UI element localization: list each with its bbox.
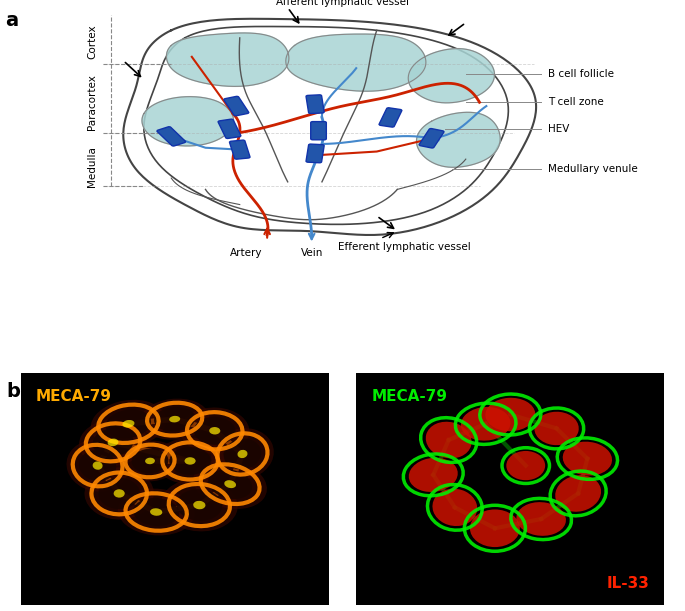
Ellipse shape — [99, 478, 140, 509]
Text: Medulla: Medulla — [88, 146, 97, 187]
FancyBboxPatch shape — [419, 128, 444, 148]
Ellipse shape — [132, 448, 169, 473]
Ellipse shape — [180, 408, 249, 454]
FancyBboxPatch shape — [229, 140, 250, 159]
FancyBboxPatch shape — [306, 95, 324, 114]
FancyBboxPatch shape — [311, 122, 326, 140]
Ellipse shape — [145, 458, 155, 464]
Text: Afferent lymphatic vessel: Afferent lymphatic vessel — [276, 0, 409, 7]
Text: a: a — [5, 12, 18, 31]
FancyBboxPatch shape — [157, 126, 186, 146]
Text: B cell follicle: B cell follicle — [548, 69, 614, 79]
Ellipse shape — [194, 417, 236, 445]
Ellipse shape — [461, 407, 510, 441]
Text: Artery: Artery — [230, 248, 263, 258]
Text: Paracortex: Paracortex — [88, 75, 97, 130]
Ellipse shape — [155, 437, 225, 484]
Text: b: b — [7, 382, 21, 401]
Ellipse shape — [193, 459, 267, 509]
Ellipse shape — [92, 428, 134, 456]
Ellipse shape — [208, 469, 252, 499]
Ellipse shape — [169, 416, 180, 422]
Text: MECA-79: MECA-79 — [371, 389, 447, 404]
Text: T cell zone: T cell zone — [548, 97, 603, 108]
Ellipse shape — [133, 498, 179, 526]
Polygon shape — [416, 112, 500, 167]
Ellipse shape — [92, 461, 103, 470]
Polygon shape — [142, 97, 234, 146]
FancyBboxPatch shape — [218, 119, 241, 139]
Ellipse shape — [209, 427, 221, 434]
Ellipse shape — [409, 458, 458, 492]
FancyBboxPatch shape — [224, 97, 249, 116]
Ellipse shape — [123, 420, 134, 428]
Ellipse shape — [432, 489, 477, 526]
Text: HEV: HEV — [548, 124, 569, 134]
Polygon shape — [408, 49, 495, 103]
Text: IL-33: IL-33 — [606, 576, 649, 591]
Ellipse shape — [224, 480, 236, 488]
Ellipse shape — [108, 439, 119, 446]
Text: Medullary venule: Medullary venule — [548, 164, 638, 174]
Ellipse shape — [105, 409, 151, 438]
Ellipse shape — [90, 400, 166, 448]
Ellipse shape — [506, 451, 545, 480]
Ellipse shape — [184, 457, 196, 464]
Ellipse shape — [556, 475, 601, 512]
Ellipse shape — [119, 441, 181, 481]
Ellipse shape — [154, 407, 195, 431]
Text: Cortex: Cortex — [88, 24, 97, 59]
Ellipse shape — [486, 398, 535, 431]
Ellipse shape — [563, 442, 612, 475]
Ellipse shape — [238, 450, 247, 458]
Ellipse shape — [150, 508, 162, 516]
Ellipse shape — [470, 510, 520, 547]
FancyBboxPatch shape — [379, 108, 402, 127]
Ellipse shape — [79, 419, 147, 466]
Ellipse shape — [161, 479, 238, 532]
Polygon shape — [286, 34, 426, 91]
Polygon shape — [123, 19, 536, 235]
Ellipse shape — [176, 489, 223, 521]
Text: MECA-79: MECA-79 — [36, 389, 112, 404]
FancyBboxPatch shape — [306, 144, 324, 163]
Ellipse shape — [426, 422, 471, 458]
Ellipse shape — [169, 447, 211, 475]
Polygon shape — [166, 33, 289, 86]
Ellipse shape — [140, 398, 209, 440]
Ellipse shape — [534, 412, 579, 445]
Ellipse shape — [84, 467, 154, 519]
Ellipse shape — [114, 489, 125, 497]
Ellipse shape — [516, 502, 566, 536]
Text: Vein: Vein — [301, 248, 323, 258]
Ellipse shape — [66, 440, 129, 491]
Ellipse shape — [118, 489, 195, 535]
Ellipse shape — [79, 450, 116, 481]
Ellipse shape — [224, 439, 261, 469]
Ellipse shape — [211, 428, 274, 480]
Text: Efferent lymphatic vessel: Efferent lymphatic vessel — [338, 243, 471, 252]
Ellipse shape — [193, 501, 206, 509]
